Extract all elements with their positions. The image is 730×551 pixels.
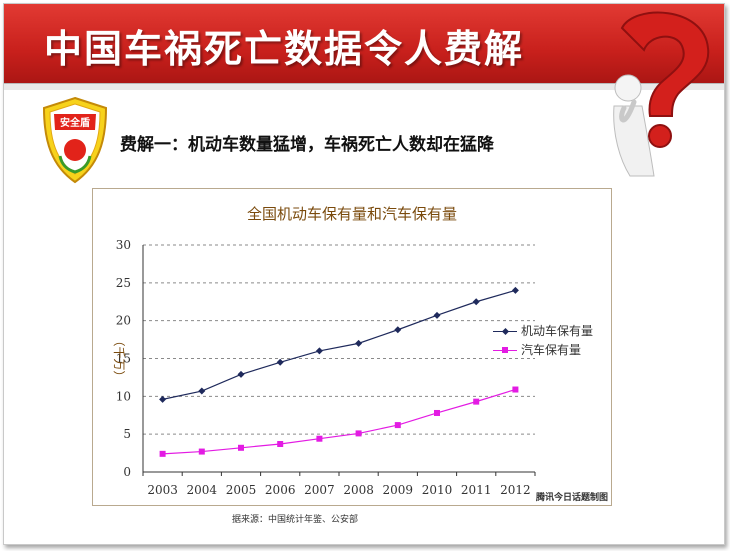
data-point-car (159, 450, 166, 457)
data-source: 据来源：中国统计年鉴、公安部 (232, 515, 359, 525)
data-point-motor (433, 311, 441, 319)
y-tick-label: 25 (116, 276, 131, 290)
chart-plot: 0 5 10 15 20 25 30 2003 2004 2005 2006 2007 2008 2009… (112, 238, 536, 497)
data-point-motor (159, 395, 167, 403)
x-tick-label: 2005 (226, 483, 257, 497)
series-line-car (162, 388, 516, 455)
x-tick-label: 2008 (343, 483, 374, 497)
title-bar: 中国车祸死亡数据令人费解 (4, 4, 724, 90)
badge-text: 安全盾 (60, 116, 90, 129)
data-point-car (238, 444, 244, 451)
x-tick-label: 2009 (383, 483, 414, 497)
y-tick-label: 15 (116, 352, 131, 366)
data-point-motor (394, 326, 402, 334)
chart-legend: 机动车保有量 汽车保有量 (493, 321, 611, 359)
chart: 全国机动车保有量和汽车保有量 0 5 10 15 20 25 30 2003 2004 2005 2… (92, 188, 612, 506)
legend-label-motor: 机动车保有量 (521, 324, 594, 338)
chart-title: 全国机动车保有量和汽车保有量 (246, 205, 457, 223)
x-tick-label: 2003 (147, 483, 178, 497)
data-point-motor (511, 286, 519, 294)
question-mark-figure-icon (613, 11, 710, 177)
data-point-motor (198, 387, 206, 395)
data-point-car (473, 398, 480, 405)
data-point-motor (472, 298, 480, 306)
y-tick-label: 30 (116, 238, 131, 252)
legend-swatch-car (493, 345, 517, 355)
data-point-car (198, 448, 205, 455)
legend-item-car: 汽车保有量 (493, 340, 611, 359)
y-tick-label: 10 (116, 389, 131, 403)
x-tick-label: 2011 (461, 483, 492, 497)
slide: 中国车祸死亡数据令人费解 安全盾 费解一：机动车数量猛增，车祸死亡人数却在猛降 … (3, 3, 725, 545)
data-point-car (512, 386, 519, 393)
data-point-car (355, 430, 362, 437)
data-point-motor (276, 358, 284, 366)
legend-swatch-motor (493, 326, 517, 336)
slide-title: 中国车祸死亡数据令人费解 (44, 27, 525, 71)
shield-badge-icon: 安全盾 (42, 96, 108, 184)
x-tick-label: 2004 (187, 483, 218, 497)
data-point-motor (315, 347, 323, 355)
data-point-car (277, 441, 284, 448)
x-tick-label: 2007 (304, 483, 335, 497)
series-line-motor (162, 289, 516, 400)
data-point-motor (355, 339, 363, 347)
legend-label-car: 汽车保有量 (521, 343, 582, 357)
chart-watermark: 腾讯今日话题制图 (536, 493, 609, 503)
data-point-car (394, 422, 401, 429)
slide-subtitle: 费解一：机动车数量猛增，车祸死亡人数却在猛降 (120, 135, 494, 155)
x-tick-label: 2006 (265, 483, 296, 497)
y-tick-label: 5 (123, 427, 131, 441)
legend-item-motor: 机动车保有量 (493, 321, 611, 340)
x-tick-label: 2010 (422, 483, 453, 497)
y-axis-label: （千万） (112, 334, 126, 382)
data-point-car (434, 409, 440, 416)
x-tick-label: 2012 (500, 483, 531, 497)
data-point-motor (237, 370, 245, 378)
y-tick-label: 0 (123, 465, 131, 479)
data-point-car (316, 435, 323, 442)
y-tick-label: 20 (116, 314, 131, 328)
